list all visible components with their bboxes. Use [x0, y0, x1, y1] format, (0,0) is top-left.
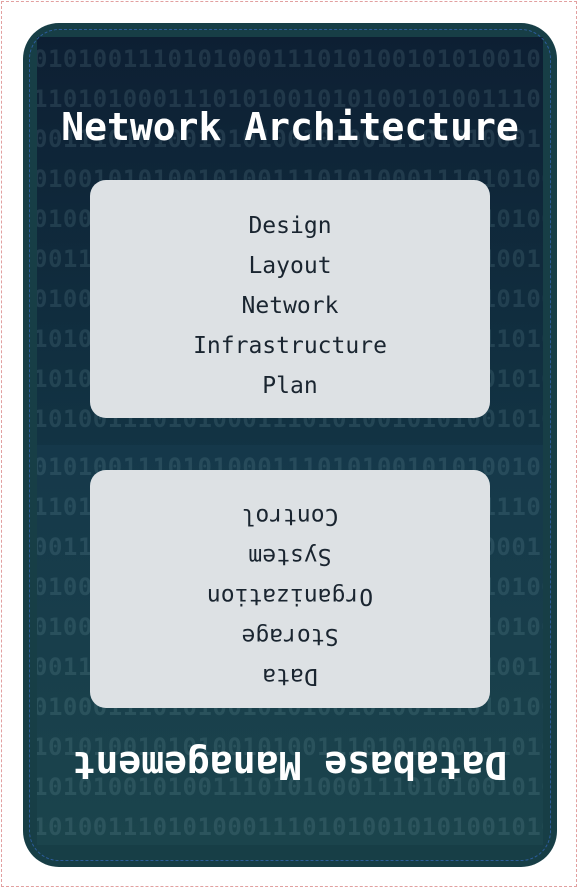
term-word: System: [248, 543, 332, 569]
binary-line: 0101001110101000111010100101010010100: [37, 45, 543, 73]
binary-line: 1010011101010001110101001010100101001: [37, 813, 543, 841]
term-word: Layout: [248, 253, 332, 279]
term-word: Data: [262, 663, 318, 689]
heading-database-management: Database Management: [72, 743, 508, 787]
term-word: Control: [241, 503, 339, 529]
panel-database-terms: Data Storage Organization System Control: [90, 470, 490, 708]
term-word: Design: [248, 213, 332, 239]
panel-words-top: Design Layout Network Infrastructure Pla…: [90, 206, 490, 406]
panel-words-bottom: Data Storage Organization System Control: [90, 496, 490, 696]
term-word: Organization: [206, 583, 374, 609]
card: 0101001110101000111010100101010010100 110…: [23, 23, 557, 867]
term-word: Infrastructure: [193, 333, 387, 359]
term-word: Network: [241, 293, 339, 319]
panel-network-terms: Design Layout Network Infrastructure Pla…: [90, 180, 490, 418]
term-word: Storage: [241, 623, 339, 649]
heading-network-architecture: Network Architecture: [61, 105, 519, 149]
term-word: Plan: [262, 373, 318, 399]
